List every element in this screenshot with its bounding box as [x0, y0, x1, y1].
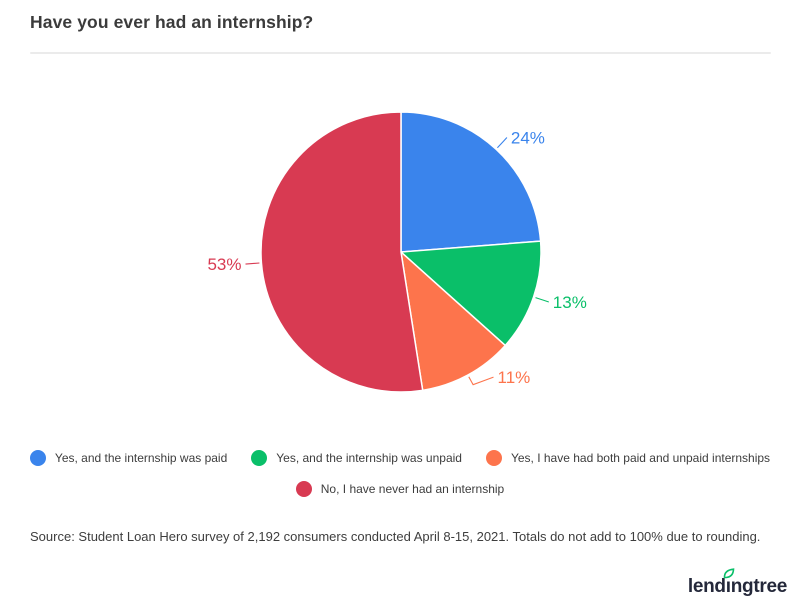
legend-dot-2 — [485, 450, 502, 466]
chart-title: Have you ever had an internship? — [30, 12, 314, 32]
pie-chart: 24% 13% 11% 53% — [207, 111, 587, 393]
legend-item-0: Yes, and the internship was paid — [29, 450, 228, 466]
leaf-icon — [723, 568, 735, 579]
source-note: Source: Student Loan Hero survey of 2,19… — [30, 529, 761, 544]
pie-slice-2 — [400, 251, 506, 392]
pie-value-label-3: 53% — [207, 255, 241, 274]
legend: Yes, and the internship was paid Yes, and… — [0, 450, 800, 497]
logo-letter-i: ı — [723, 568, 735, 598]
legend-label-2: Yes, I have had both paid and unpaid int… — [510, 451, 771, 465]
legend-row-1: Yes, and the internship was paid Yes, and… — [0, 450, 800, 466]
logo-text-end: ngtree — [730, 576, 788, 597]
pie-value-label-2: 11% — [498, 368, 531, 387]
title-divider — [30, 52, 771, 54]
pie-slice-3 — [260, 111, 424, 393]
legend-dot-3 — [295, 481, 312, 497]
lendingtree-logo: lendı ngtree — [687, 568, 788, 598]
legend-row-2: No, I have never had an internship — [0, 481, 800, 497]
legend-label-3: No, I have never had an internship — [320, 482, 505, 496]
legend-label-1: Yes, and the internship was unpaid — [276, 451, 462, 465]
legend-label-0: Yes, and the internship was paid — [54, 451, 228, 465]
legend-dot-0 — [29, 450, 46, 466]
pie-value-label-1: 13% — [553, 293, 587, 312]
legend-item-1: Yes, and the internship was unpaid — [251, 450, 462, 466]
pie-slice-1 — [400, 240, 542, 347]
logo-text-start: lend — [687, 576, 726, 597]
pie-label-leader-3 — [245, 262, 260, 265]
pie-slice-0 — [400, 111, 542, 253]
pie-label-leader-1 — [535, 297, 549, 303]
legend-item-3: No, I have never had an internship — [295, 481, 505, 497]
legend-dot-1 — [251, 450, 268, 466]
legend-item-2: Yes, I have had both paid and unpaid int… — [485, 450, 771, 466]
pie-label-leader-0 — [496, 137, 508, 149]
pie-label-leader-2 — [468, 376, 494, 386]
pie-value-label-0: 24% — [511, 128, 545, 147]
